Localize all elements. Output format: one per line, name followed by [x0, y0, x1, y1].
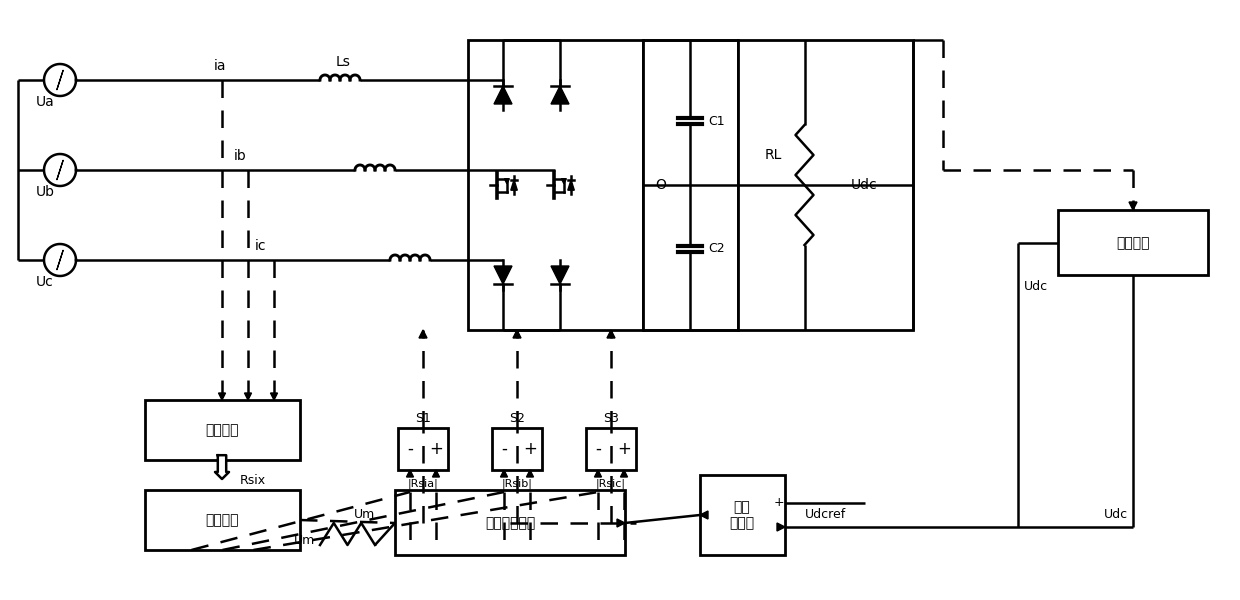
- Text: Udcref: Udcref: [805, 509, 846, 521]
- Text: +: +: [523, 440, 537, 458]
- Text: |Rsia|: |Rsia|: [408, 479, 439, 489]
- Text: +: +: [774, 497, 785, 509]
- Polygon shape: [701, 511, 708, 519]
- Polygon shape: [270, 393, 278, 400]
- Polygon shape: [494, 86, 512, 104]
- Text: Udc: Udc: [1104, 509, 1128, 521]
- Polygon shape: [218, 393, 226, 400]
- Text: 载波生成电路: 载波生成电路: [485, 516, 536, 530]
- Polygon shape: [551, 86, 569, 104]
- Text: 电压
调节器: 电压 调节器: [729, 500, 755, 530]
- Text: -: -: [776, 520, 781, 533]
- Text: S2: S2: [510, 412, 525, 425]
- Bar: [398, 428, 448, 470]
- Text: Ls: Ls: [336, 55, 351, 69]
- Text: Ua: Ua: [36, 95, 55, 109]
- Polygon shape: [505, 179, 510, 184]
- Text: Ub: Ub: [36, 185, 55, 199]
- Polygon shape: [419, 330, 427, 338]
- Polygon shape: [568, 180, 574, 190]
- Polygon shape: [511, 180, 517, 190]
- Polygon shape: [562, 179, 567, 184]
- Text: Udc: Udc: [1024, 280, 1048, 293]
- Text: RL: RL: [765, 148, 782, 162]
- Text: C2: C2: [708, 242, 724, 256]
- Text: Um: Um: [353, 509, 374, 521]
- Text: ic: ic: [254, 239, 265, 253]
- Text: 电流采样: 电流采样: [206, 423, 239, 437]
- Text: Rsix: Rsix: [241, 475, 267, 487]
- Text: |Rsib|: |Rsib|: [501, 479, 532, 489]
- Text: Um: Um: [294, 533, 315, 547]
- Text: -: -: [407, 440, 413, 458]
- Polygon shape: [215, 455, 229, 479]
- Text: ib: ib: [233, 149, 247, 163]
- Bar: [644, 40, 738, 330]
- Polygon shape: [494, 266, 512, 284]
- Text: 整流电路: 整流电路: [206, 513, 239, 527]
- Bar: [587, 428, 636, 470]
- Polygon shape: [527, 470, 533, 477]
- Bar: [1058, 210, 1208, 275]
- Text: C1: C1: [708, 115, 724, 128]
- Text: +: +: [618, 440, 631, 458]
- Polygon shape: [244, 393, 252, 400]
- Text: ia: ia: [213, 59, 226, 73]
- Bar: [145, 400, 300, 460]
- Text: S3: S3: [603, 412, 619, 425]
- Polygon shape: [501, 470, 507, 477]
- Polygon shape: [618, 519, 625, 527]
- Polygon shape: [433, 470, 439, 477]
- Bar: [492, 428, 542, 470]
- Text: O: O: [655, 178, 666, 192]
- Text: 电压采样: 电压采样: [1116, 236, 1149, 250]
- Text: S1: S1: [415, 412, 432, 425]
- Polygon shape: [777, 523, 785, 531]
- Bar: [738, 40, 913, 330]
- Polygon shape: [407, 470, 413, 477]
- Polygon shape: [620, 470, 627, 477]
- Polygon shape: [608, 330, 615, 338]
- Polygon shape: [1128, 202, 1137, 210]
- Text: -: -: [501, 440, 507, 458]
- Text: |Rsic|: |Rsic|: [596, 479, 626, 489]
- Polygon shape: [513, 330, 521, 338]
- Polygon shape: [551, 266, 569, 284]
- Bar: [467, 40, 644, 330]
- Bar: [145, 490, 300, 550]
- Text: +: +: [429, 440, 443, 458]
- Bar: [396, 490, 625, 555]
- Text: Udc: Udc: [851, 178, 878, 192]
- Polygon shape: [594, 470, 601, 477]
- Text: -: -: [595, 440, 601, 458]
- Text: Uc: Uc: [36, 275, 53, 289]
- Bar: [701, 475, 785, 555]
